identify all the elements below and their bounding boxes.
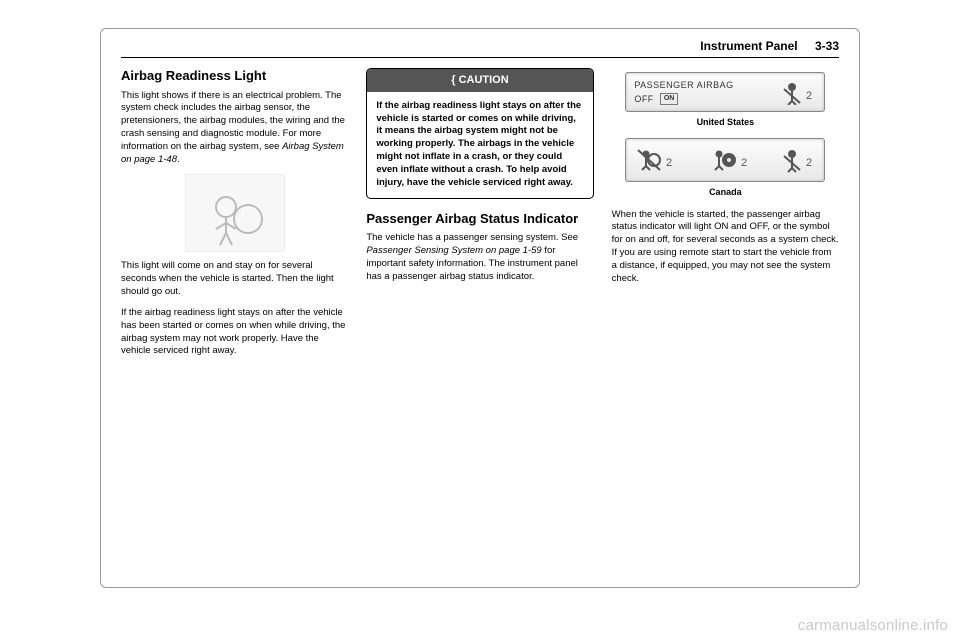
- watermark: carmanualsonline.info: [798, 617, 948, 634]
- svg-text:2: 2: [806, 90, 812, 102]
- section-title-airbag-readiness: Airbag Readiness Light: [121, 68, 348, 84]
- caption-canada: Canada: [612, 186, 839, 198]
- airbag-light-icon: [185, 174, 285, 252]
- text: The vehicle has a passenger sensing syst…: [366, 232, 578, 243]
- page-frame: Instrument Panel 3-33 Airbag Readiness L…: [100, 28, 860, 588]
- reference-link: Passenger Sensing System on page 1-59: [366, 245, 541, 256]
- svg-text:2: 2: [741, 157, 747, 169]
- chapter-title: Instrument Panel: [700, 39, 797, 53]
- airbag-off-symbol-icon: 2: [634, 146, 678, 174]
- paragraph: When the vehicle is started, the passeng…: [612, 209, 839, 286]
- paragraph: This light shows if there is an electric…: [121, 90, 348, 167]
- caution-box: CAUTION If the airbag readiness light st…: [366, 68, 593, 199]
- indicator-on-label: ON: [660, 93, 679, 104]
- airbag-on-symbol-icon: 2: [707, 146, 751, 174]
- paragraph: This light will come on and stay on for …: [121, 260, 348, 298]
- columns: Airbag Readiness Light This light shows …: [121, 68, 839, 366]
- indicator-text: PASSENGER AIRBAG: [634, 79, 733, 91]
- page-number: 3-33: [815, 39, 839, 53]
- caution-heading: CAUTION: [367, 69, 592, 92]
- seatbelt-person-icon: 2: [780, 146, 816, 174]
- page-header: Instrument Panel 3-33: [121, 39, 839, 58]
- svg-text:2: 2: [666, 157, 672, 169]
- indicator-panel-us: PASSENGER AIRBAG OFF ON 2: [625, 72, 825, 112]
- seatbelt-person-icon: 2: [780, 79, 816, 105]
- paragraph: The vehicle has a passenger sensing syst…: [366, 232, 593, 283]
- indicator-off-label: OFF: [634, 93, 654, 105]
- column-3: PASSENGER AIRBAG OFF ON 2 United States: [612, 68, 839, 366]
- caution-body: If the airbag readiness light stays on a…: [367, 92, 592, 198]
- indicator-panel-canada: 2 2 2: [625, 138, 825, 182]
- svg-text:2: 2: [806, 157, 812, 169]
- column-2: CAUTION If the airbag readiness light st…: [366, 68, 593, 366]
- caption-us: United States: [612, 116, 839, 128]
- section-title-passenger-airbag: Passenger Airbag Status Indicator: [366, 211, 593, 227]
- paragraph: If the airbag readiness light stays on a…: [121, 307, 348, 358]
- column-1: Airbag Readiness Light This light shows …: [121, 68, 348, 366]
- text: .: [177, 154, 180, 165]
